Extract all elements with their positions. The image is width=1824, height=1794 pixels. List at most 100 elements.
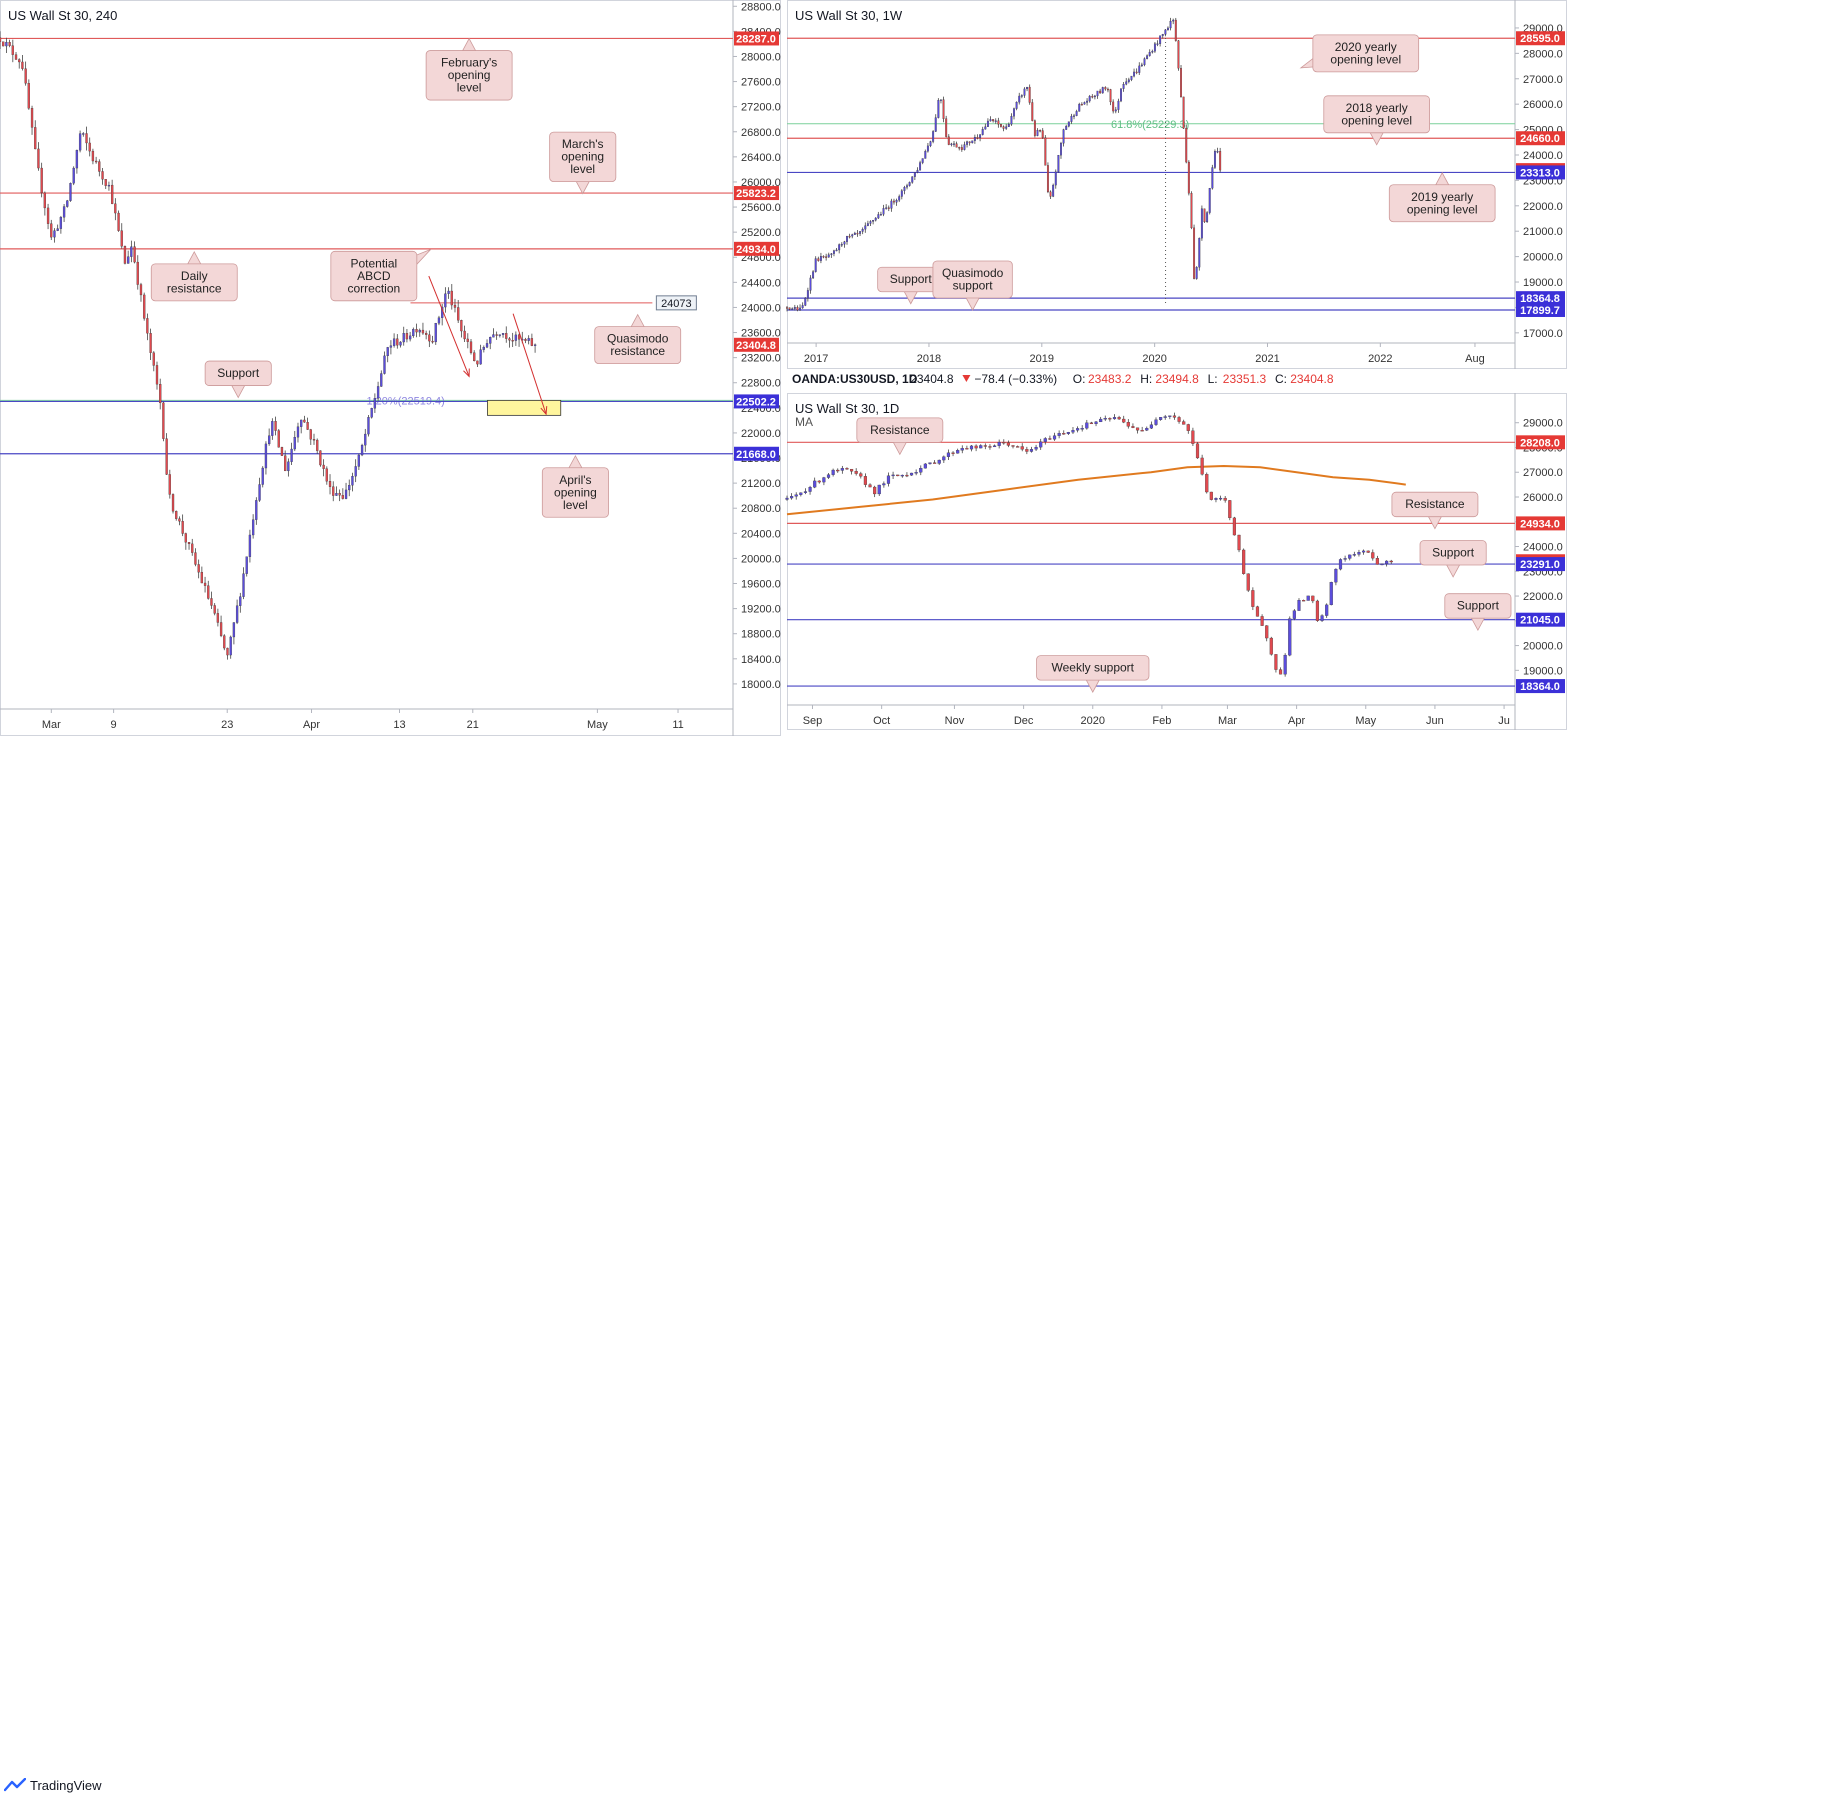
callout-text: support [953,278,994,292]
candle-body [476,360,479,365]
charts-canvas[interactable]: 18000.0 18400.0 18800.0 19200.0 19600.0 20000… [0,0,1824,887]
callout-text: opening [448,68,491,82]
candle-body [979,445,983,449]
callout-text: Resistance [870,423,930,437]
candle-body [1016,446,1020,448]
annotation-callout: Resistance [856,417,944,456]
candle-body [351,476,354,486]
candle-body [261,467,264,485]
candle-body [40,167,43,194]
callout-text: opening [554,485,597,499]
candle-body [322,464,325,469]
callout-text: Support [1457,599,1500,613]
tradingview-logo-icon[interactable] [4,1778,26,1794]
price-tick-label: 20800.0 [741,503,781,515]
price-label-text: 24934.0 [736,244,776,256]
candle-body [919,468,923,473]
candle-body [1025,449,1029,452]
candle-body [21,61,24,69]
candle-body [1083,102,1086,105]
price-label-badge [1516,31,1565,46]
candle-body [906,185,908,188]
candle-body [453,304,457,308]
candle-body [293,437,296,450]
candle-body [251,519,255,536]
candle-body [1023,88,1026,96]
candle-body [840,468,844,471]
price-tick-label: 17000.0 [1523,328,1563,340]
candle-body [210,598,213,606]
high-value: 23494.8 [1155,372,1199,386]
candle-body [111,184,114,204]
candle-body [309,429,312,440]
candle-body [444,293,447,308]
callout-text: March's [562,137,604,151]
candle-body [306,422,309,430]
candle-body [0,37,2,42]
candle-body [149,333,152,353]
candle-body [992,445,997,448]
candle-body [85,133,88,144]
candle-body [450,290,453,306]
candle-body [1108,418,1112,420]
candle-body [1002,126,1005,129]
price-label-text: 28208.0 [1520,437,1560,449]
callout-box [549,131,617,183]
candle-body [822,477,826,483]
candle-body [946,452,951,457]
callout-text: Support [1432,545,1475,559]
candle-body [1122,418,1126,423]
candle-body [1203,208,1206,223]
time-tick-label: 9 [111,719,117,731]
candle-body [900,190,903,197]
price-tick-label: 19200.0 [741,604,781,616]
price-label-text: 24934.0 [1520,518,1560,530]
candle-body [872,220,875,222]
candle-body [82,133,85,135]
price-label-text: 17899.7 [1520,305,1560,317]
candle-body [498,334,501,336]
candle-body [213,605,216,614]
candle-body [101,171,104,180]
candle-body [316,439,319,451]
candle-body [155,365,159,385]
candle-body [997,442,1001,446]
candle-body [1232,517,1236,536]
candle-body [1013,108,1015,117]
candle-body [984,126,987,130]
callout-text: resistance [167,281,222,295]
candle-body [831,469,835,475]
candle-body [408,335,412,340]
candle-body [1211,167,1214,189]
candle-body [801,305,804,309]
chart-title: US Wall St 30, 1W [795,8,903,23]
candle-body [1120,88,1122,102]
price-label-text: 23291.0 [1520,559,1560,571]
candle-body [973,137,976,141]
candle-body [913,172,916,177]
candle-body [1174,19,1177,41]
candle-body [130,246,133,257]
candle-body [1112,101,1115,112]
candle-body [50,223,53,238]
callout-box [594,326,682,364]
candle-body [971,140,974,144]
candle-body [856,232,859,235]
candle-body [1099,90,1102,94]
callout-text: Daily [181,269,208,283]
candle-body [836,469,840,472]
candle-body [30,108,34,128]
tradingview-brand[interactable]: TradingView [30,1778,102,1793]
candle-body [171,494,175,512]
candle-body [1161,34,1164,36]
callout-box [541,467,609,518]
candle-body [1198,237,1201,268]
candle-body [981,129,984,135]
candle-body [139,284,143,296]
candle-body [1138,65,1141,73]
candle-body [786,307,788,309]
candle-body [1089,422,1094,425]
price-label-badge [1516,131,1565,146]
candle-body [1057,433,1061,436]
